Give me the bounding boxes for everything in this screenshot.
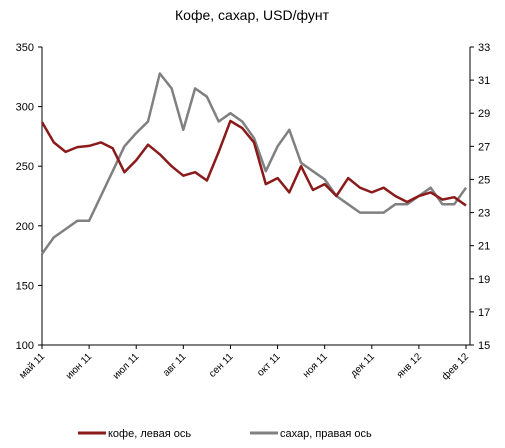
legend-label: кофе, левая ось [108,428,191,440]
y2-tick-label: 17 [478,307,490,319]
x-tick-label: фев 12 [439,350,471,382]
x-tick-label: окт 11 [255,351,283,379]
y-tick-label: 250 [16,161,34,173]
y2-tick-label: 27 [478,141,490,153]
x-tick-label: янв 12 [395,351,424,380]
y2-tick-label: 33 [478,42,490,54]
x-tick-label: май 11 [17,351,47,381]
y2-tick-label: 15 [478,340,490,352]
x-tick-label: сен 11 [207,351,236,380]
x-tick-label: июн 11 [64,351,95,382]
series-line [40,119,467,207]
y-tick-label: 150 [16,280,34,292]
x-tick-label: ноя 11 [301,351,330,380]
y2-tick-label: 21 [478,241,490,253]
y2-tick-label: 25 [478,174,490,186]
chart-title: Кофе, сахар, USD/фунт [175,7,330,23]
y2-tick-label: 23 [478,208,490,220]
y-tick-label: 100 [16,340,34,352]
y-tick-label: 200 [16,221,34,233]
y2-tick-label: 31 [478,75,490,87]
y-tick-label: 300 [16,102,34,114]
y2-tick-label: 29 [478,108,490,120]
series-line [40,72,468,255]
legend-label: сахар, правая ось [280,428,372,440]
y2-tick-label: 19 [478,274,490,286]
x-tick-label: дек 11 [349,351,378,380]
x-tick-label: июл 11 [111,351,142,382]
y-tick-label: 350 [16,42,34,54]
x-tick-label: авг 11 [161,351,189,379]
